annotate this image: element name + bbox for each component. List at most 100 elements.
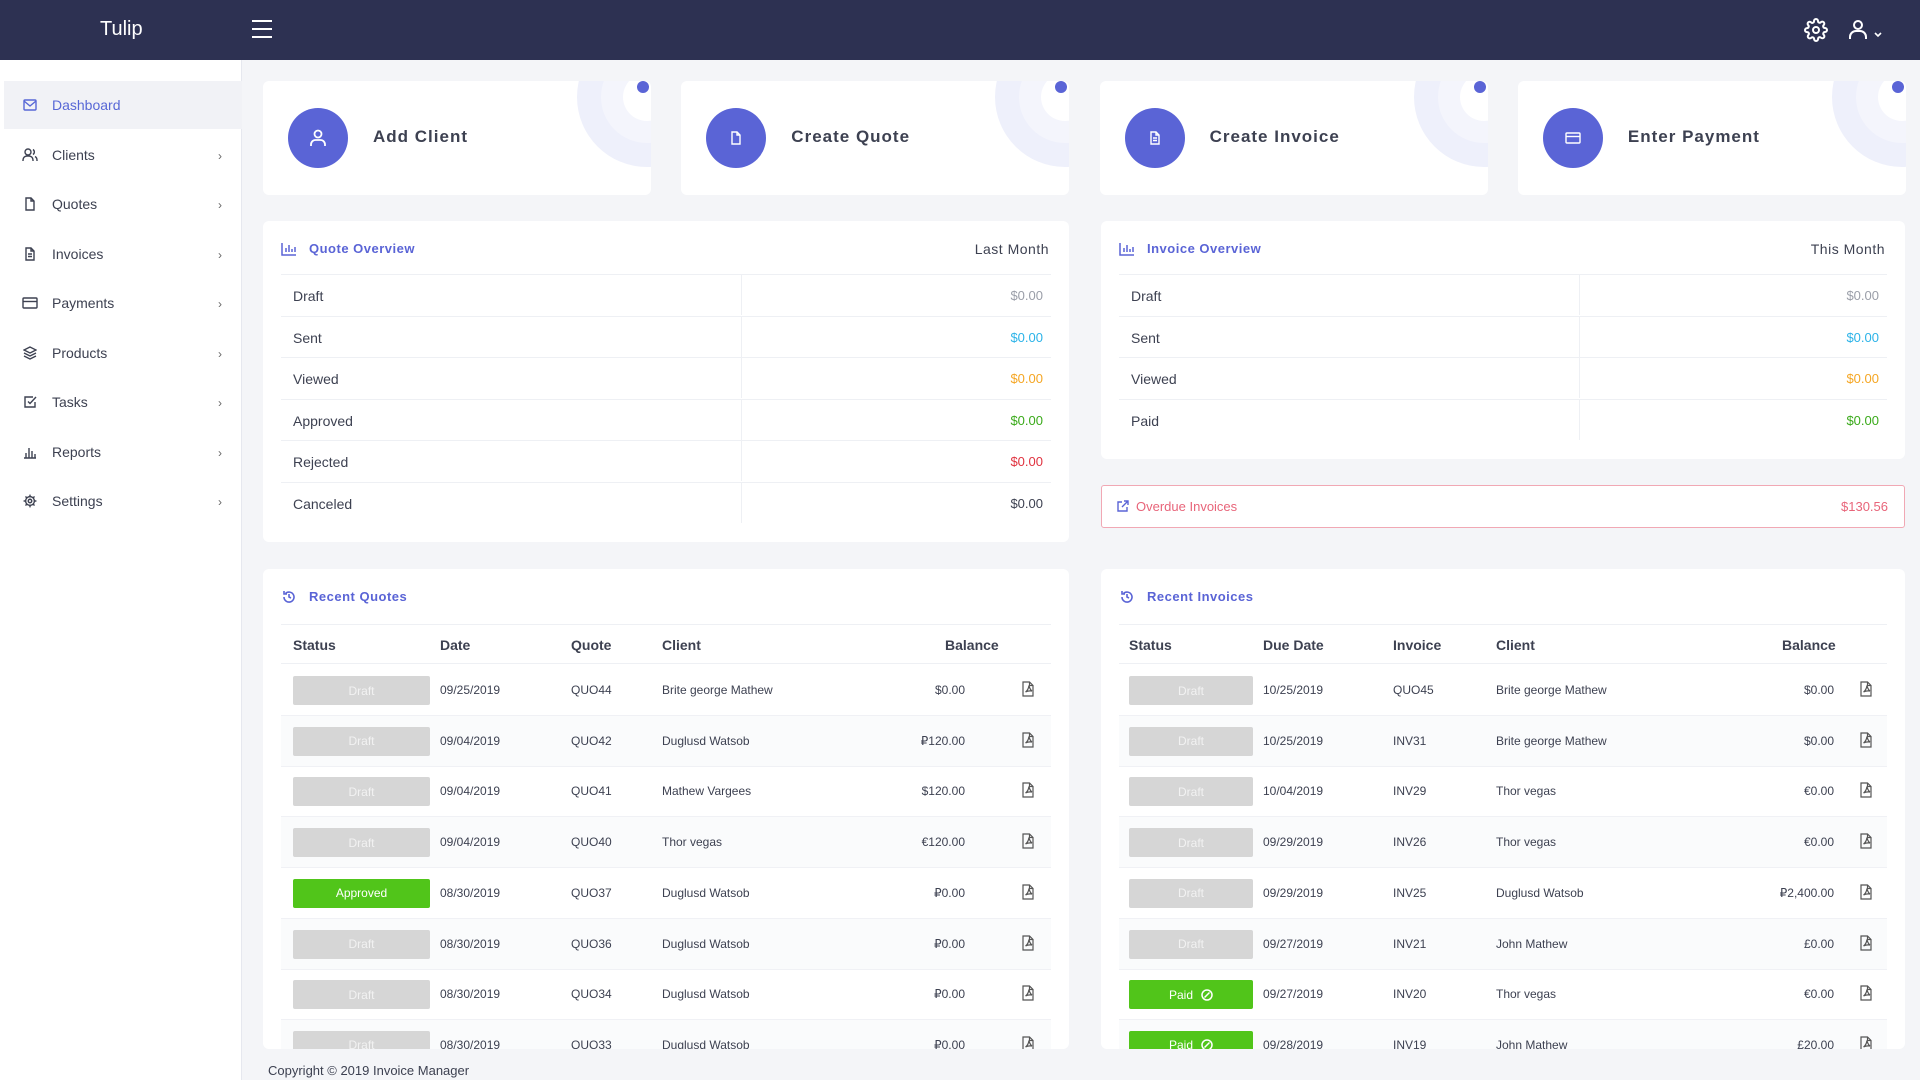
table-row[interactable]: Paid 09/27/2019 INV20 Thor vegas €0.00 (1119, 969, 1887, 1021)
client-cell[interactable]: Duglusd Watsob (1496, 885, 1584, 900)
table-row[interactable]: Draft 09/29/2019 INV26 Thor vegas €0.00 (1119, 817, 1887, 869)
status-badge[interactable]: Draft (1129, 828, 1253, 858)
pdf-icon[interactable] (1859, 833, 1873, 849)
status-badge[interactable]: Draft (293, 676, 430, 705)
col-date[interactable]: Date (440, 637, 471, 653)
pdf-icon[interactable] (1021, 985, 1035, 1001)
client-cell[interactable]: Thor vegas (1496, 784, 1557, 799)
gear-icon[interactable] (1804, 18, 1828, 42)
status-badge[interactable]: Draft (1129, 878, 1253, 908)
invoice-overview-period[interactable]: This Month (1810, 241, 1885, 257)
pdf-icon[interactable] (1021, 884, 1035, 900)
pdf-icon[interactable] (1021, 934, 1035, 951)
status-badge[interactable]: Draft (293, 1030, 430, 1049)
col-status[interactable]: Status (1129, 637, 1172, 653)
status-badge[interactable]: Draft (293, 828, 430, 858)
overdue-invoices-link[interactable]: Overdue Invoices $130.56 (1101, 485, 1905, 528)
overview-row-rejected[interactable]: Rejected $0.00 (281, 440, 1051, 481)
table-row[interactable]: Draft 09/29/2019 INV25 Duglusd Watsob ₽2,400… (1119, 868, 1887, 919)
number-cell[interactable]: INV29 (1393, 784, 1427, 799)
sidebar-item-settings[interactable]: Settings › (4, 477, 242, 525)
status-badge[interactable]: Approved (293, 878, 430, 908)
overview-row-sent[interactable]: Sent $0.00 (1119, 315, 1887, 357)
client-cell[interactable]: Brite george Mathew (1496, 733, 1607, 748)
overview-row-viewed[interactable]: Viewed $0.00 (1119, 357, 1887, 398)
pdf-icon[interactable] (1859, 681, 1873, 697)
number-cell[interactable]: QUO33 (571, 1037, 612, 1049)
overview-row-canceled[interactable]: Canceled $0.00 (281, 481, 1051, 523)
client-cell[interactable]: John Mathew (1496, 936, 1568, 951)
quote-overview-period[interactable]: Last Month (974, 241, 1049, 257)
sidebar-item-tasks[interactable]: Tasks › (4, 378, 242, 426)
pdf-icon[interactable] (1021, 1036, 1035, 1049)
client-cell[interactable]: Duglusd Watsob (662, 936, 750, 951)
client-cell[interactable]: Duglusd Watsob (662, 1037, 750, 1049)
status-badge[interactable]: Draft (1129, 676, 1253, 705)
pdf-icon[interactable] (1859, 934, 1873, 951)
table-row[interactable]: Draft 09/04/2019 QUO40 Thor vegas €120.00 (281, 817, 1051, 869)
pdf-icon[interactable] (1021, 782, 1035, 798)
sidebar-item-payments[interactable]: Payments › (4, 279, 242, 327)
status-badge[interactable]: Draft (293, 726, 430, 756)
number-cell[interactable]: QUO45 (1393, 683, 1434, 697)
pdf-icon[interactable] (1859, 884, 1873, 900)
number-cell[interactable]: INV25 (1393, 885, 1427, 900)
pdf-icon[interactable] (1859, 732, 1873, 748)
number-cell[interactable]: QUO37 (571, 885, 612, 900)
quick-action-enter-payment[interactable]: Enter Payment (1517, 81, 1906, 195)
overview-row-paid[interactable]: Paid $0.00 (1119, 398, 1887, 440)
menu-toggle-icon[interactable] (252, 20, 276, 40)
client-cell[interactable]: Brite george Mathew (1496, 683, 1607, 697)
sidebar-item-reports[interactable]: Reports › (4, 428, 242, 476)
quick-action-add-client[interactable]: Add Client (263, 81, 651, 195)
client-cell[interactable]: Duglusd Watsob (662, 987, 750, 1002)
table-row[interactable]: Paid 09/28/2019 INV19 John Mathew £20.00 (1119, 1019, 1887, 1049)
table-row[interactable]: Approved 08/30/2019 QUO37 Duglusd Watsob ₽0.… (281, 868, 1051, 919)
col-client[interactable]: Client (1496, 637, 1535, 653)
table-row[interactable]: Draft 09/25/2019 QUO44 Brite george Mathew $… (281, 665, 1051, 716)
table-row[interactable]: Draft 10/25/2019 QUO45 Brite george Mathew $… (1119, 665, 1887, 716)
client-cell[interactable]: Thor vegas (1496, 987, 1557, 1002)
client-cell[interactable]: Thor vegas (1496, 835, 1557, 850)
pdf-icon[interactable] (1021, 681, 1035, 697)
number-cell[interactable]: INV26 (1393, 835, 1427, 850)
col-client[interactable]: Client (662, 637, 701, 653)
number-cell[interactable]: QUO42 (571, 733, 612, 748)
overview-row-sent[interactable]: Sent $0.00 (281, 315, 1051, 357)
col-quote[interactable]: Quote (571, 637, 612, 653)
table-row[interactable]: Draft 08/30/2019 QUO34 Duglusd Watsob ₽0.00 (281, 969, 1051, 1021)
client-cell[interactable]: Duglusd Watsob (662, 885, 750, 900)
sidebar-item-products[interactable]: Products › (4, 329, 242, 377)
quick-action-create-quote[interactable]: Create Quote (681, 81, 1070, 195)
table-row[interactable]: Draft 09/27/2019 INV21 John Mathew £0.00 (1119, 918, 1887, 970)
brand-logo[interactable]: Tulip (100, 18, 143, 40)
overview-row-draft[interactable]: Draft $0.00 (1119, 274, 1887, 315)
client-cell[interactable]: Brite george Mathew (662, 683, 773, 697)
client-cell[interactable]: John Mathew (1496, 1037, 1568, 1049)
number-cell[interactable]: INV31 (1393, 733, 1427, 748)
table-row[interactable]: Draft 08/30/2019 QUO36 Duglusd Watsob ₽0.00 (281, 918, 1051, 970)
quick-action-create-invoice[interactable]: Create Invoice (1099, 81, 1488, 195)
table-row[interactable]: Draft 08/30/2019 QUO33 Duglusd Watsob ₽0.00 (281, 1019, 1051, 1049)
status-badge[interactable]: Draft (1129, 726, 1253, 756)
number-cell[interactable]: QUO41 (571, 784, 612, 799)
number-cell[interactable]: QUO44 (571, 683, 612, 697)
col-status[interactable]: Status (293, 637, 336, 653)
table-row[interactable]: Draft 09/04/2019 QUO41 Mathew Vargees $120.0… (281, 766, 1051, 818)
table-row[interactable]: Draft 09/04/2019 QUO42 Duglusd Watsob ₽120.0… (281, 715, 1051, 767)
number-cell[interactable]: QUO36 (571, 936, 612, 951)
col-balance[interactable]: Balance (945, 637, 999, 653)
number-cell[interactable]: QUO40 (571, 835, 612, 850)
pdf-icon[interactable] (1859, 985, 1873, 1001)
pdf-icon[interactable] (1859, 1036, 1873, 1049)
number-cell[interactable]: QUO34 (571, 987, 612, 1002)
status-badge[interactable]: Draft (1129, 777, 1253, 807)
client-cell[interactable]: Thor vegas (662, 835, 723, 850)
status-badge[interactable]: Draft (1129, 929, 1253, 959)
status-badge[interactable]: Paid (1129, 1030, 1253, 1049)
pdf-icon[interactable] (1021, 732, 1035, 748)
number-cell[interactable]: INV21 (1393, 936, 1427, 951)
status-badge[interactable]: Paid (1129, 980, 1253, 1010)
overview-row-approved[interactable]: Approved $0.00 (281, 398, 1051, 440)
pdf-icon[interactable] (1021, 833, 1035, 849)
